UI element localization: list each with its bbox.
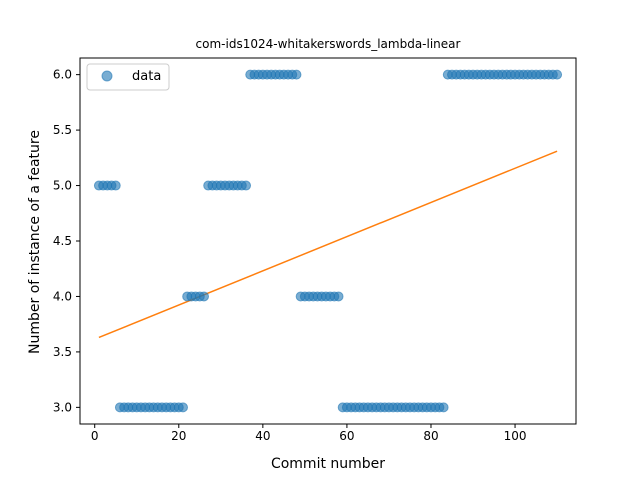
legend: data bbox=[86, 63, 170, 91]
data-point bbox=[241, 180, 252, 191]
x-tick-label: 80 bbox=[423, 429, 438, 443]
x-tick-label: 20 bbox=[171, 429, 186, 443]
y-tick-label: 4.0 bbox=[53, 289, 72, 303]
y-axis-label: Number of instance of a feature bbox=[27, 130, 43, 354]
y-tick-label: 6.0 bbox=[53, 68, 72, 82]
y-axis-ticks: 3.0 3.5 4.0 4.5 5.0 5.5 6.0 bbox=[53, 68, 80, 414]
data-point bbox=[291, 69, 302, 80]
data-points-layer bbox=[93, 69, 563, 413]
y-tick-label: 3.0 bbox=[53, 400, 72, 414]
data-point bbox=[552, 69, 563, 80]
legend-marker-data bbox=[101, 70, 113, 82]
x-tick-label: 40 bbox=[255, 429, 270, 443]
y-tick-label: 3.5 bbox=[53, 345, 72, 359]
x-tick-label: 100 bbox=[504, 429, 527, 443]
y-tick-label: 5.5 bbox=[53, 123, 72, 137]
data-point bbox=[333, 291, 344, 302]
x-tick-label: 60 bbox=[339, 429, 354, 443]
data-point bbox=[438, 402, 449, 413]
data-point bbox=[110, 180, 121, 191]
legend-box bbox=[86, 63, 170, 91]
x-axis-ticks: 0 20 40 60 80 100 bbox=[91, 424, 527, 443]
chart-title: com-ids1024-whitakerswords_lambda-linear bbox=[196, 37, 461, 51]
data-point bbox=[199, 291, 209, 302]
y-tick-label: 4.5 bbox=[53, 234, 72, 248]
fit-line bbox=[98, 150, 558, 339]
x-axis-label: Commit number bbox=[271, 456, 385, 472]
x-tick-label: 0 bbox=[91, 429, 99, 443]
fit-line-layer bbox=[98, 150, 558, 339]
legend-label-data: data bbox=[132, 69, 161, 84]
data-point bbox=[177, 402, 188, 413]
y-tick-label: 5.0 bbox=[53, 179, 72, 193]
